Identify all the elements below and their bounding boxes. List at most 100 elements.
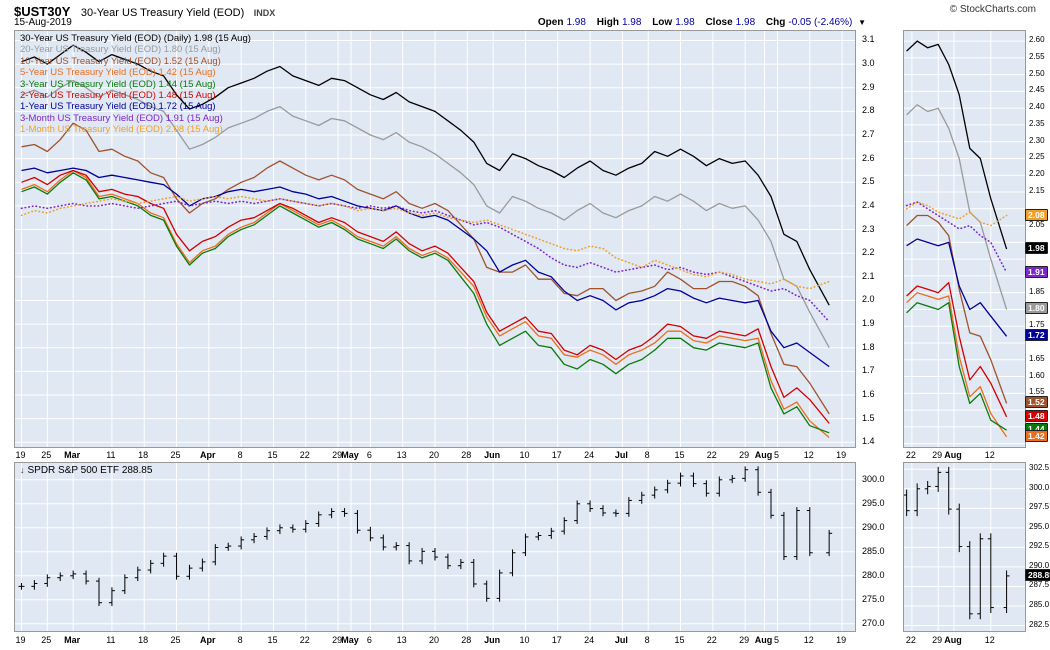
y-axis-label: 2.40 xyxy=(1029,102,1045,112)
ohlc-bars xyxy=(904,466,1010,620)
symbol: $UST30Y xyxy=(14,4,71,19)
chart-header: $UST30Y 30-Year US Treasury Yield (EOD) … xyxy=(14,3,275,21)
change-down-icon: ▼ xyxy=(858,18,866,27)
open-label: Open xyxy=(537,17,564,28)
chart-date: 15-Aug-2019 xyxy=(14,17,72,28)
x-axis-label: 25 xyxy=(170,635,181,645)
series-line-1y xyxy=(906,238,1008,337)
x-axis-label: 19 xyxy=(836,635,847,645)
x-axis-label: 19 xyxy=(15,635,26,645)
y-axis-label: 1.5 xyxy=(862,412,875,423)
legend-item-1m: 1-Month US Treasury Yield (EOD) 2.08 (15… xyxy=(20,124,223,136)
x-axis-label: 17 xyxy=(551,635,562,645)
x-axis-label: 22 xyxy=(905,635,916,645)
x-axis-label: 22 xyxy=(299,635,310,645)
last-value-badge: 288.85 xyxy=(1025,568,1050,581)
x-axis-label: May xyxy=(341,635,359,645)
y-axis-label: 2.7 xyxy=(862,129,875,139)
x-axis-label: 25 xyxy=(41,635,52,645)
y-axis-label: 2.15 xyxy=(1029,186,1045,196)
y-axis-label: 1.60 xyxy=(1029,370,1045,380)
x-axis-label: 24 xyxy=(584,450,595,460)
spy-title-label: SPDR S&P 500 ETF xyxy=(27,465,120,476)
y-axis-label: 1.55 xyxy=(1029,387,1045,397)
series-line-3y xyxy=(906,302,1007,431)
legend-item-3m: 3-Month US Treasury Yield (EOD) 1.91 (15… xyxy=(20,112,223,124)
low-value: 1.98 xyxy=(675,17,695,28)
x-axis-label: 20 xyxy=(428,450,440,460)
spy-panel-title: ↓ SPDR S&P 500 ETF 288.85 xyxy=(20,465,152,476)
y-axis-label: 2.45 xyxy=(1029,85,1045,95)
high-value: 1.98 xyxy=(621,17,642,28)
y-axis-label: 285.0 xyxy=(862,545,885,556)
x-axis-label: 22 xyxy=(299,450,310,460)
x-axis-label: 28 xyxy=(461,450,472,460)
x-axis-label: Jul xyxy=(614,450,628,460)
y-axis-label: 275.0 xyxy=(862,593,885,604)
series-line-1m xyxy=(905,201,1008,227)
x-axis-label: 12 xyxy=(984,635,995,645)
x-axis-label: 19 xyxy=(836,450,847,460)
x-axis-label: 5 xyxy=(773,635,780,645)
x-axis-label: 15 xyxy=(674,635,685,645)
spy-zoom-x-axis: 22 29 Aug 12 xyxy=(903,634,1026,646)
y-axis-label: 295.0 xyxy=(862,497,885,508)
x-axis-label: 25 xyxy=(41,450,52,460)
legend-item-1y: 1-Year US Treasury Yield (EOD) 1.72 (15 … xyxy=(20,101,216,113)
y-axis-label: 2.9 xyxy=(862,81,875,92)
x-axis-label: Apr xyxy=(200,635,216,645)
spy-chart-svg xyxy=(15,463,855,631)
legend-item-10y: 10-Year US Treasury Yield (EOD) 1.52 (15… xyxy=(20,55,221,67)
y-axis-label: 2.0 xyxy=(862,294,875,305)
y-axis-label: 2.60 xyxy=(1029,35,1045,45)
y-axis-label: 3.1 xyxy=(862,34,875,45)
y-axis-label: 297.5 xyxy=(1029,502,1050,512)
series-line-20y xyxy=(906,104,1008,310)
ohlc-quote-bar: Open 1.98 High 1.98 Low 1.98 Close 1.98 Chg -… xyxy=(530,17,866,28)
y-axis-label: 302.5 xyxy=(1029,463,1050,473)
x-axis-label: 10 xyxy=(519,635,530,645)
legend-item-20y: 20-Year US Treasury Yield (EOD) 1.80 (15… xyxy=(20,44,221,56)
y-axis-label: 1.7 xyxy=(862,365,875,376)
yields-zoom-chart xyxy=(903,30,1026,448)
y-axis-label: 1.8 xyxy=(862,341,875,352)
series-line-3y xyxy=(21,172,830,434)
last-value-badge: 1.72 xyxy=(1025,329,1048,342)
x-axis-label: 28 xyxy=(461,635,472,645)
x-axis-label: 5 xyxy=(773,450,780,460)
yields-main-chart: 30-Year US Treasury Yield (EOD) (Daily) … xyxy=(14,30,856,448)
spy-zoom-y-axis: 302.5 300.0 297.5 295.0 292.5 290.0 287.5 285.0… xyxy=(1025,462,1050,632)
x-axis-label: 29 xyxy=(332,635,343,645)
y-axis-label: 2.4 xyxy=(862,199,875,210)
x-axis-label: 11 xyxy=(106,635,116,645)
y-axis-label: 2.55 xyxy=(1029,51,1045,61)
legend-item-3y: 3-Year US Treasury Yield (EOD) 1.44 (15 … xyxy=(20,78,216,90)
y-axis-label: 1.6 xyxy=(862,389,875,399)
series-legend: 30-Year US Treasury Yield (EOD) (Daily) … xyxy=(20,33,251,136)
indicator-arrow-icon: ↓ xyxy=(20,465,25,475)
yields-zoom-y-axis: 2.60 2.55 2.50 2.45 2.40 2.35 2.30 2.25 2.20 2.15… xyxy=(1025,30,1050,448)
x-axis-label: Aug xyxy=(944,450,962,460)
y-axis-label: 282.5 xyxy=(1029,619,1050,629)
y-axis-label: 2.8 xyxy=(862,105,875,116)
x-axis-label: May xyxy=(341,450,359,460)
x-axis-label: 25 xyxy=(170,450,181,460)
yields-x-axis: 19 25 Mar 11 18 25 Apr 8 15 22 29 May 6 13 20 28 Jun 10 17… xyxy=(14,449,856,461)
series-line-2y xyxy=(906,281,1008,418)
x-axis-label: 22 xyxy=(706,450,717,460)
x-axis-label: Jun xyxy=(484,635,501,645)
last-value-badge: 1.48 xyxy=(1025,409,1048,422)
series-line-30y xyxy=(21,44,830,306)
x-axis-label: 10 xyxy=(519,450,530,460)
y-axis-label: 2.30 xyxy=(1029,135,1045,145)
y-axis-label: 292.5 xyxy=(1029,541,1050,551)
x-axis-label: 13 xyxy=(396,450,407,460)
y-axis-label: 1.65 xyxy=(1029,353,1045,363)
x-axis-label: Aug xyxy=(754,635,773,645)
x-axis-label: Mar xyxy=(64,635,81,645)
yields-zoom-x-axis: 22 29 Aug 12 xyxy=(903,449,1026,461)
yields-zoom-svg xyxy=(904,31,1025,447)
last-value-badge: 1.98 xyxy=(1025,242,1048,255)
x-axis-label: 8 xyxy=(237,635,243,645)
